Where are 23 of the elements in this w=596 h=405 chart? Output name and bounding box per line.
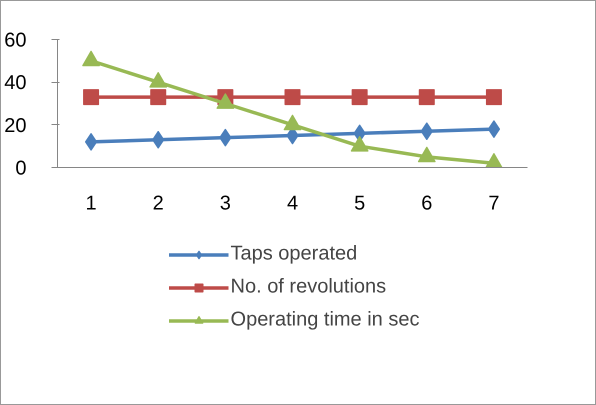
x-tick-label: 4 (286, 192, 298, 214)
x-tick-label: 7 (488, 192, 500, 214)
x-tick-label: 1 (86, 192, 97, 214)
point (488, 120, 500, 138)
x-tick-label: 3 (220, 192, 231, 214)
point (84, 132, 98, 151)
y-tick-label: 0 (15, 158, 26, 180)
point (486, 89, 502, 106)
x-tick-label: 2 (152, 192, 164, 214)
legend-label: Taps operated (230, 242, 358, 266)
point (219, 128, 232, 147)
y-tick-label: 60 (4, 30, 27, 52)
point (83, 89, 100, 106)
y-tick-label: 40 (4, 72, 27, 94)
y-tick-label: 20 (4, 114, 27, 137)
point (418, 89, 435, 106)
legend-label: Operating time in sec (230, 308, 420, 332)
legend-label: No. of revolutions (230, 276, 386, 298)
x-tick-label: 5 (354, 192, 366, 214)
point (284, 89, 300, 106)
point (352, 89, 368, 106)
x-tick-label: 6 (421, 192, 432, 214)
point (150, 89, 166, 106)
